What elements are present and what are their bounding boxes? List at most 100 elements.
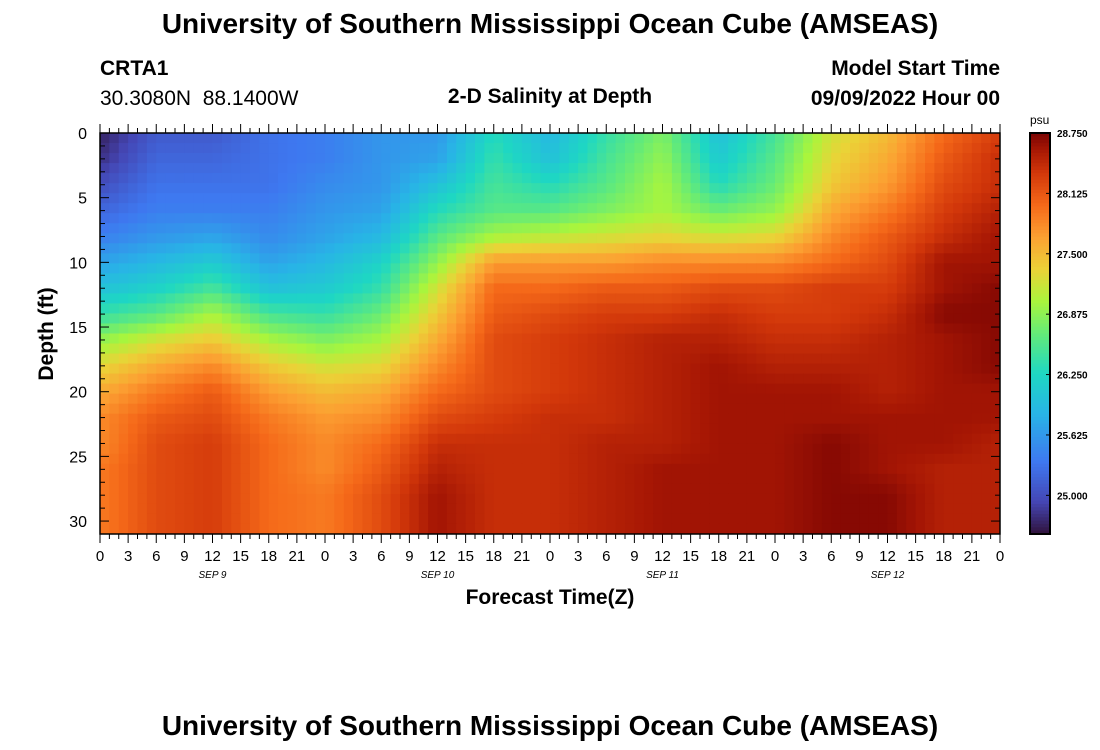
heatmap-cell	[878, 143, 889, 154]
heatmap-cell	[531, 253, 542, 264]
heatmap-cell	[175, 293, 185, 305]
heatmap-cell	[353, 333, 364, 345]
heatmap-cell	[203, 153, 214, 164]
heatmap-cell	[306, 463, 317, 475]
heatmap-cell	[550, 293, 560, 305]
heatmap-cell	[709, 243, 720, 254]
heatmap-cell	[334, 283, 345, 294]
heatmap-cell	[193, 433, 204, 445]
heatmap-cell	[709, 453, 720, 465]
heatmap-cell	[165, 253, 176, 264]
heatmap-cell	[315, 173, 326, 184]
heatmap-cell	[512, 433, 523, 445]
heatmap-cell	[146, 453, 157, 465]
heatmap-cell	[709, 203, 720, 214]
heatmap-cell	[868, 193, 879, 204]
colorbar-segment	[1030, 203, 1050, 208]
heatmap-cell	[128, 473, 139, 485]
heatmap-cell	[709, 233, 720, 244]
heatmap-cell	[128, 343, 139, 355]
heatmap-cell	[325, 393, 335, 405]
colorbar-segment	[1030, 206, 1050, 211]
heatmap-cell	[793, 203, 804, 214]
heatmap-cell	[643, 443, 654, 455]
heatmap-cell	[456, 513, 467, 525]
heatmap-cell	[503, 363, 514, 375]
heatmap-cell	[418, 513, 429, 525]
heatmap-cell	[465, 163, 476, 174]
heatmap-cell	[887, 133, 898, 144]
heatmap-cell	[934, 383, 945, 395]
heatmap-cell	[990, 193, 1000, 204]
heatmap-cell	[943, 443, 954, 455]
heatmap-cell	[578, 263, 589, 274]
heatmap-cell	[578, 463, 589, 475]
heatmap-cell	[915, 453, 926, 465]
heatmap-cell	[540, 423, 551, 435]
heatmap-cell	[868, 153, 879, 164]
heatmap-cell	[625, 463, 635, 475]
heatmap-cell	[231, 133, 242, 144]
x-tick-label: 9	[855, 548, 863, 565]
heatmap-cell	[184, 193, 195, 204]
heatmap-cell	[512, 483, 523, 495]
heatmap-cell	[315, 183, 326, 194]
heatmap-cell	[456, 333, 467, 345]
heatmap-cell	[446, 223, 457, 234]
heatmap-cell	[521, 523, 532, 534]
colorbar-segment	[1030, 293, 1050, 298]
heatmap-cell	[587, 353, 598, 365]
heatmap-cell	[465, 243, 476, 254]
heatmap-cell	[878, 393, 889, 405]
colorbar-segment	[1030, 296, 1050, 301]
heatmap-cell	[475, 293, 485, 305]
heatmap-cell	[690, 363, 701, 375]
heatmap-cell	[934, 343, 945, 355]
heatmap-cell	[193, 143, 204, 154]
heatmap-cell	[456, 233, 467, 244]
heatmap-cell	[700, 193, 710, 204]
heatmap-cell	[850, 233, 860, 244]
heatmap-cell	[315, 283, 326, 294]
heatmap-cell	[221, 333, 232, 345]
heatmap-cell	[465, 333, 476, 345]
heatmap-cell	[371, 173, 382, 184]
heatmap-cell	[737, 383, 748, 395]
heatmap-cell	[662, 273, 673, 284]
heatmap-cell	[634, 253, 645, 264]
heatmap-cell	[296, 333, 307, 345]
heatmap-cell	[990, 443, 1000, 455]
heatmap-cell	[559, 183, 570, 194]
heatmap-cell	[409, 313, 420, 325]
heatmap-cell	[325, 363, 335, 375]
heatmap-cell	[371, 393, 382, 405]
heatmap-cell	[278, 423, 289, 435]
heatmap-cell	[634, 323, 645, 335]
heatmap-cell	[175, 223, 185, 234]
heatmap-cell	[465, 353, 476, 365]
heatmap-cell	[146, 373, 157, 385]
heatmap-cell	[587, 303, 598, 315]
heatmap-cell	[175, 313, 185, 325]
heatmap-cell	[634, 373, 645, 385]
heatmap-cell	[625, 403, 635, 415]
heatmap-cell	[718, 483, 729, 495]
heatmap-cell	[390, 213, 401, 224]
heatmap-cell	[221, 183, 232, 194]
heatmap-cell	[325, 373, 335, 385]
heatmap-cell	[343, 503, 354, 515]
heatmap-cell	[221, 443, 232, 455]
heatmap-cell	[100, 333, 110, 345]
heatmap-cell	[193, 253, 204, 264]
heatmap-cell	[268, 423, 279, 435]
heatmap-cell	[484, 503, 495, 515]
heatmap-cell	[250, 523, 260, 534]
heatmap-cell	[137, 463, 148, 475]
heatmap-cell	[446, 183, 457, 194]
heatmap-cell	[493, 213, 504, 224]
heatmap-cell	[990, 423, 1000, 435]
heatmap-cell	[362, 283, 373, 294]
heatmap-cell	[746, 133, 757, 144]
heatmap-cell	[521, 163, 532, 174]
